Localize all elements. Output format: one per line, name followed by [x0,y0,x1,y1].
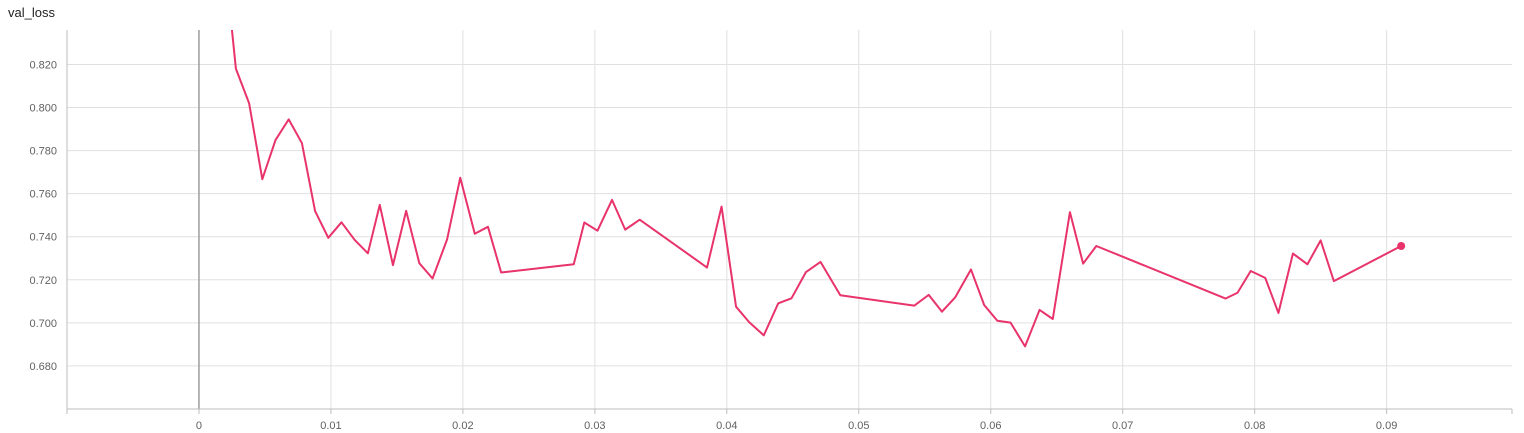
series-line [230,30,1402,348]
x-tick-label: 0.05 [848,420,869,432]
x-tick-label: 0.04 [716,420,737,432]
chart-title: val_loss [8,5,55,20]
y-tick-label: 0.800 [29,103,57,115]
y-tick-label: 0.720 [29,275,57,287]
x-tick-label: 0.03 [584,420,605,432]
x-tick-label: 0 [196,420,202,432]
series [230,30,1406,348]
x-tick-label: 0.08 [1244,420,1265,432]
x-tick-label: 0.09 [1376,420,1397,432]
last-point-marker [1397,241,1406,250]
y-tick-label: 0.700 [29,318,57,330]
y-tick-label: 0.740 [29,232,57,244]
y-tick-label: 0.760 [29,189,57,201]
x-tick-label: 0.01 [320,420,341,432]
axes [66,30,1513,414]
y-tick-label: 0.680 [29,361,57,373]
x-tick-label: 0.07 [1112,420,1133,432]
tick-labels: 0.680 0.700 0.720 0.740 0.760 0.780 0.800 0.820… [29,59,1397,432]
y-tick-label: 0.780 [29,146,57,158]
x-tick-label: 0.02 [452,420,473,432]
grid [67,30,1512,409]
x-tick-label: 0.06 [980,420,1001,432]
y-tick-label: 0.820 [29,59,57,71]
